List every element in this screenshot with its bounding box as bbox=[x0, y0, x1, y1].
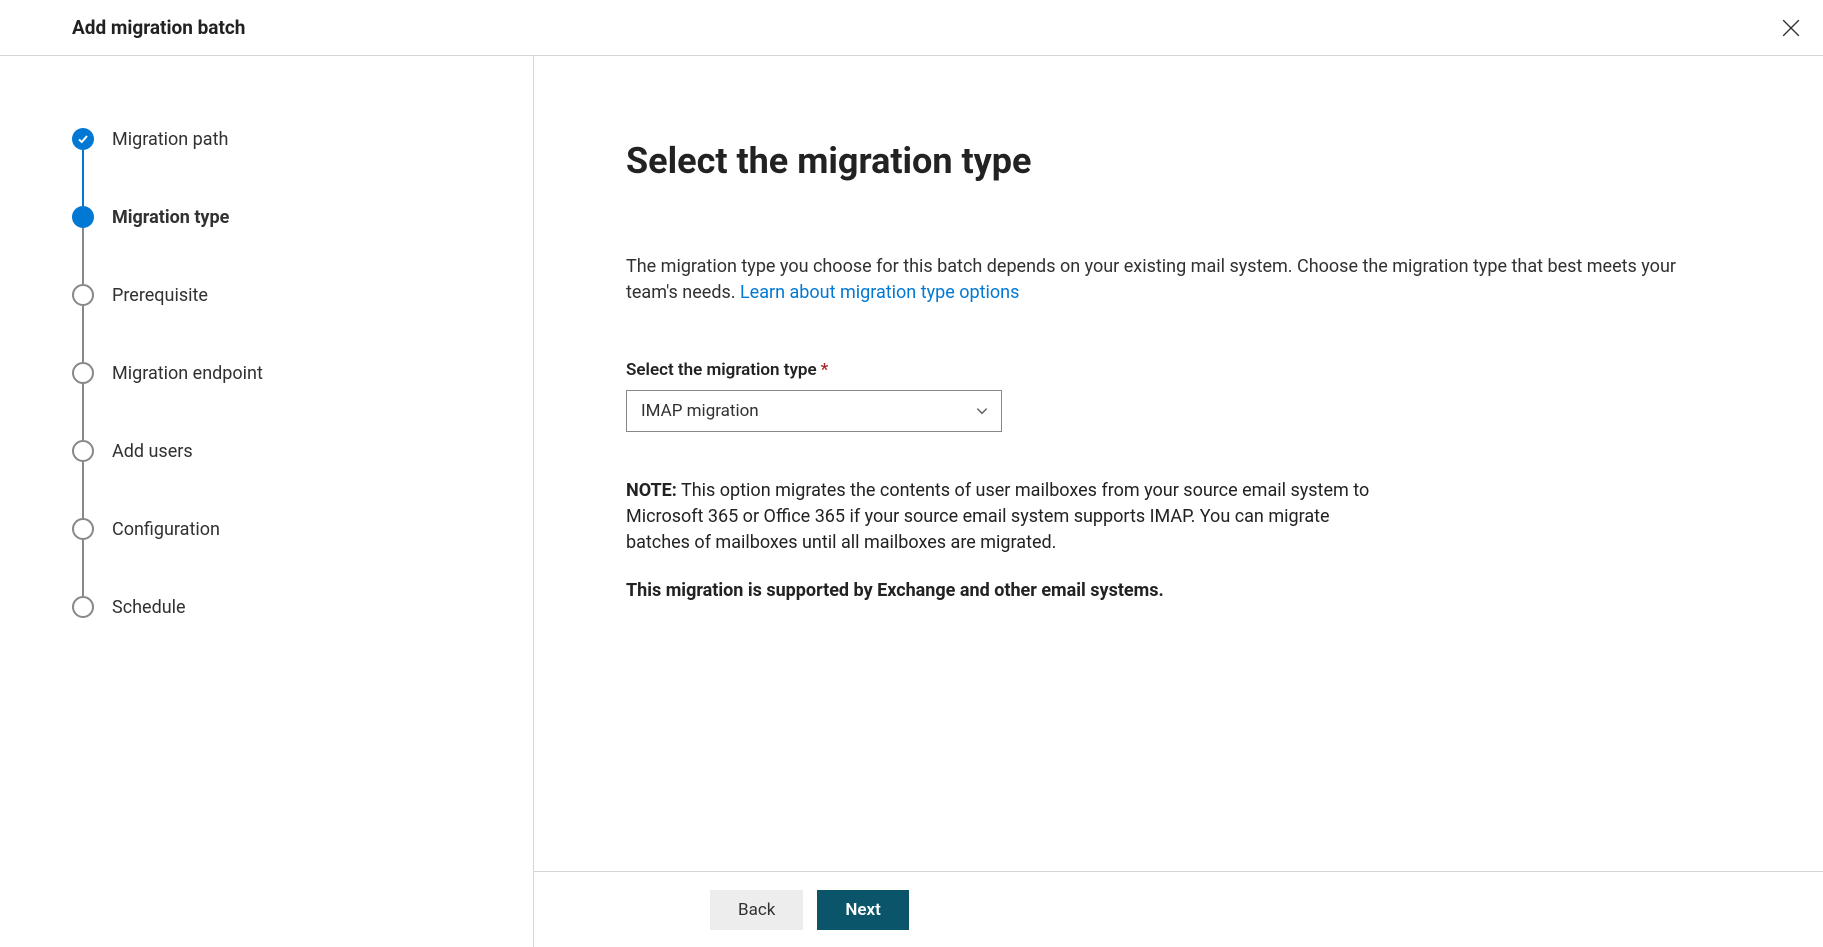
step-indicator bbox=[72, 284, 94, 306]
main-panel: Select the migration type The migration … bbox=[534, 56, 1823, 947]
step-label: Migration type bbox=[112, 207, 229, 228]
migration-type-label: Select the migration type* bbox=[626, 360, 1723, 380]
step-indicator bbox=[72, 596, 94, 618]
required-asterisk: * bbox=[821, 360, 829, 380]
step-label: Prerequisite bbox=[112, 285, 208, 306]
step-add-users: Add users bbox=[72, 440, 533, 462]
page-title: Select the migration type bbox=[626, 140, 1723, 182]
step-indicator bbox=[72, 206, 94, 228]
step-schedule: Schedule bbox=[72, 596, 533, 618]
close-button[interactable] bbox=[1779, 16, 1803, 40]
step-connector bbox=[82, 228, 84, 284]
checkmark-icon bbox=[77, 133, 89, 145]
note-body: This option migrates the contents of use… bbox=[626, 480, 1369, 553]
step-indicator bbox=[72, 518, 94, 540]
wizard-stepper: Migration path Migration type Prerequisite… bbox=[0, 56, 534, 947]
step-indicator bbox=[72, 128, 94, 150]
back-button[interactable]: Back bbox=[710, 890, 803, 930]
step-connector bbox=[82, 462, 84, 518]
dropdown-selected-value: IMAP migration bbox=[641, 401, 759, 421]
step-connector bbox=[82, 306, 84, 362]
note-support-text: This migration is supported by Exchange … bbox=[626, 580, 1723, 601]
dialog-title: Add migration batch bbox=[72, 16, 245, 39]
step-label: Add users bbox=[112, 441, 193, 462]
step-connector bbox=[82, 540, 84, 596]
step-migration-endpoint: Migration endpoint bbox=[72, 362, 533, 384]
step-prerequisite: Prerequisite bbox=[72, 284, 533, 306]
note-label: NOTE: bbox=[626, 480, 677, 501]
wizard-footer: Back Next bbox=[534, 871, 1823, 947]
description-text: The migration type you choose for this b… bbox=[626, 254, 1676, 306]
step-connector bbox=[82, 150, 84, 206]
learn-more-link[interactable]: Learn about migration type options bbox=[740, 282, 1019, 303]
step-migration-path[interactable]: Migration path bbox=[72, 128, 533, 150]
migration-type-dropdown[interactable]: IMAP migration bbox=[626, 390, 1002, 432]
step-indicator bbox=[72, 440, 94, 462]
step-label: Migration path bbox=[112, 129, 228, 150]
step-label: Configuration bbox=[112, 519, 220, 540]
dialog-header: Add migration batch bbox=[0, 0, 1823, 56]
note-text: NOTE: This option migrates the contents … bbox=[626, 478, 1376, 556]
field-label-text: Select the migration type bbox=[626, 360, 817, 380]
step-connector bbox=[82, 384, 84, 440]
step-label: Schedule bbox=[112, 597, 186, 618]
step-configuration: Configuration bbox=[72, 518, 533, 540]
chevron-down-icon bbox=[975, 404, 989, 418]
next-button[interactable]: Next bbox=[817, 890, 909, 930]
step-indicator bbox=[72, 362, 94, 384]
close-icon bbox=[1782, 19, 1800, 37]
step-migration-type[interactable]: Migration type bbox=[72, 206, 533, 228]
step-label: Migration endpoint bbox=[112, 363, 263, 384]
